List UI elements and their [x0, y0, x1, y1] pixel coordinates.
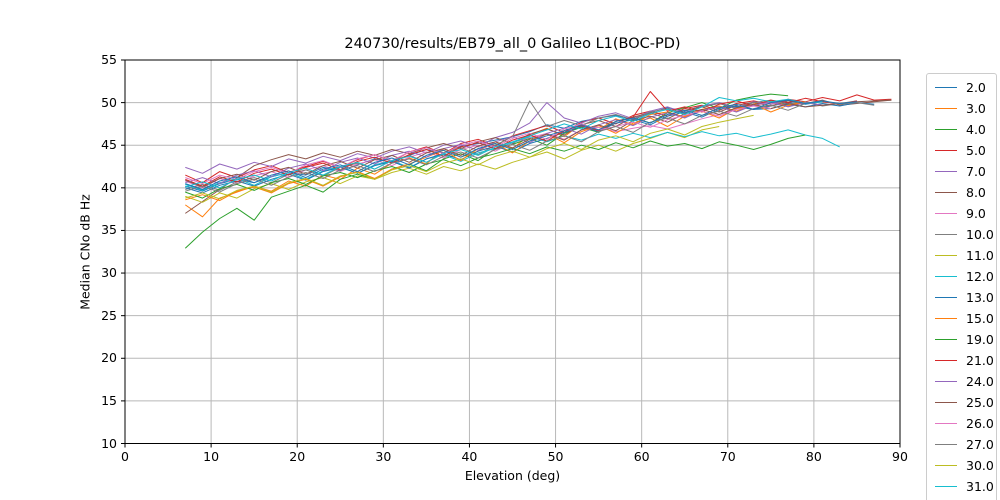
legend-line-sample	[935, 339, 957, 340]
legend-label: 8.0	[966, 185, 986, 200]
legend-line-sample	[935, 150, 957, 151]
legend-line-sample	[935, 297, 957, 298]
y-tick-label: 30	[101, 265, 117, 281]
x-tick-label: 70	[719, 449, 736, 464]
legend-row: 12.0	[927, 266, 996, 287]
legend-line-sample	[935, 129, 957, 130]
legend-line-sample	[935, 465, 957, 466]
y-tick-label: 15	[101, 392, 117, 408]
x-tick-label: 80	[805, 449, 822, 464]
legend-row: 9.0	[927, 203, 996, 224]
legend-label: 24.0	[966, 374, 994, 389]
series-line-13.0	[185, 102, 875, 194]
x-tick-label: 50	[547, 449, 564, 464]
legend-row: 8.0	[927, 182, 996, 203]
legend-line-sample	[935, 87, 957, 88]
legend-label: 7.0	[966, 164, 986, 179]
x-tick-label: 20	[289, 449, 306, 464]
x-tick-label: 0	[121, 449, 129, 464]
legend-label: 27.0	[966, 437, 994, 452]
legend-row: 10.0	[927, 224, 996, 245]
legend-label: 13.0	[966, 290, 994, 305]
legend-label: 31.0	[966, 479, 994, 494]
y-tick-label: 10	[101, 435, 117, 451]
legend-line-sample	[935, 318, 957, 319]
x-axis-label: Elevation (deg)	[464, 468, 561, 483]
legend-row: 30.0	[927, 455, 996, 476]
legend-label: 15.0	[966, 311, 994, 326]
y-tick-label: 40	[101, 179, 117, 195]
y-tick-label: 35	[101, 222, 117, 238]
series-line-11.0	[185, 126, 720, 203]
series-line-4.0	[184, 93, 789, 249]
series-line-8.0	[185, 99, 892, 214]
legend-line-sample	[935, 108, 957, 109]
legend-label: 26.0	[966, 416, 994, 431]
y-tick-label: 20	[101, 350, 117, 366]
legend-row: 24.0	[927, 371, 996, 392]
legend-line-sample	[935, 234, 957, 235]
legend-row: 25.0	[927, 392, 996, 413]
legend-line-sample	[935, 192, 957, 193]
series-line-26.0	[185, 105, 771, 185]
y-tick-label: 25	[101, 307, 117, 323]
series-line-33.0	[185, 99, 857, 190]
legend-label: 2.0	[966, 80, 986, 95]
legend-line-sample	[935, 276, 957, 277]
legend-label: 3.0	[966, 101, 986, 116]
series-line-7.0	[185, 99, 823, 174]
legend-line-sample	[935, 486, 957, 487]
legend: 2.0 3.0 4.0 5.0 7.0 8.0 9.0 10.0 11.0 12.0 13.0 15.…	[926, 73, 997, 500]
series-line-30.0	[185, 114, 754, 200]
legend-row: 11.0	[927, 245, 996, 266]
legend-line-sample	[935, 360, 957, 361]
legend-line-sample	[935, 171, 957, 172]
legend-line-sample	[935, 444, 957, 445]
x-tick-label: 40	[461, 449, 478, 464]
legend-line-sample	[935, 255, 957, 256]
legend-row: 21.0	[927, 350, 996, 371]
legend-row: 31.0	[927, 476, 996, 497]
legend-label: 30.0	[966, 458, 994, 473]
legend-row: 3.0	[927, 98, 996, 119]
chart-title: 240730/results/EB79_all_0 Galileo L1(BOC…	[344, 36, 681, 52]
legend-label: 12.0	[966, 269, 994, 284]
legend-row: 26.0	[927, 413, 996, 434]
legend-label: 10.0	[966, 227, 994, 242]
legend-row: 2.0	[927, 77, 996, 98]
legend-row: 4.0	[927, 119, 996, 140]
x-tick-label: 90	[892, 449, 908, 464]
x-tick-label: 10	[203, 449, 220, 464]
legend-row: 15.0	[927, 308, 996, 329]
legend-row: 13.0	[927, 287, 996, 308]
x-tick-label: 30	[375, 449, 392, 464]
y-tick-label: 45	[101, 137, 117, 153]
legend-label: 21.0	[966, 353, 994, 368]
legend-line-sample	[935, 381, 957, 382]
legend-label: 9.0	[966, 206, 986, 221]
y-tick-label: 55	[101, 52, 117, 67]
legend-label: 19.0	[966, 332, 994, 347]
legend-row: 5.0	[927, 140, 996, 161]
legend-label: 4.0	[966, 122, 986, 137]
legend-row: 7.0	[927, 161, 996, 182]
legend-label: 5.0	[966, 143, 986, 158]
legend-line-sample	[935, 423, 957, 424]
legend-row: 19.0	[927, 329, 996, 350]
legend-line-sample	[935, 213, 957, 214]
legend-label: 25.0	[966, 395, 994, 410]
legend-row: 27.0	[927, 434, 996, 455]
legend-line-sample	[935, 402, 957, 403]
series-line-3.0	[185, 100, 823, 218]
y-tick-label: 50	[101, 94, 117, 110]
series-line-19.0	[185, 134, 806, 199]
x-tick-label: 60	[633, 449, 650, 464]
legend-label: 11.0	[966, 248, 994, 263]
series-line-12.0	[185, 129, 840, 191]
series-line-24.0	[185, 101, 823, 185]
axes-spines	[124, 59, 901, 444]
